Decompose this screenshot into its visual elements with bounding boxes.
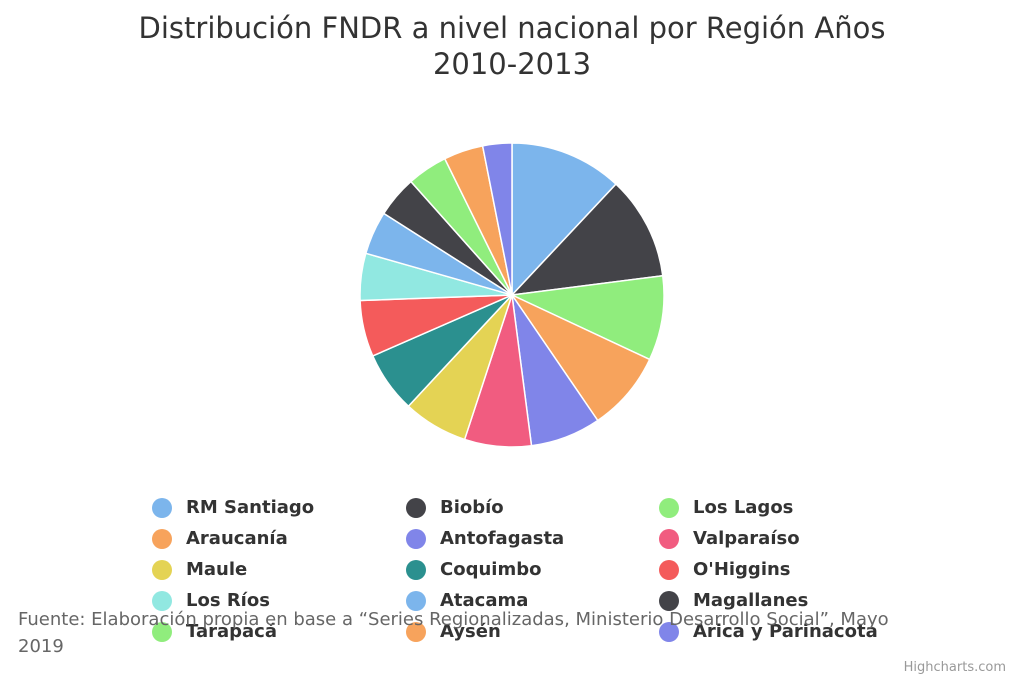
legend-symbol <box>152 621 172 642</box>
legend-symbol <box>152 528 172 549</box>
legend-symbol <box>152 559 172 580</box>
legend-symbol <box>659 497 679 518</box>
pie-slice-biobio[interactable] <box>511 183 664 296</box>
legend-symbol <box>406 497 426 518</box>
legend-label: O'Higgins <box>693 559 791 580</box>
legend-label: Magallanes <box>693 590 809 611</box>
pie-slice-los-lagos[interactable] <box>511 274 665 361</box>
legend-label: Aysén <box>440 621 501 642</box>
legend-item-rm-santiago[interactable]: RM Santiago <box>152 497 314 518</box>
legend-item-atacama[interactable]: Atacama <box>406 590 528 611</box>
legend-symbol <box>659 528 679 549</box>
legend-label: Valparaíso <box>693 528 800 549</box>
legend-symbol <box>659 621 679 642</box>
legend-label: Araucanía <box>186 528 288 549</box>
legend-symbol <box>406 621 426 642</box>
legend-label: Los Lagos <box>693 497 794 518</box>
legend-item-antofagasta[interactable]: Antofagasta <box>406 528 564 549</box>
legend-item-tarapaca[interactable]: Tarapacá <box>152 621 277 642</box>
legend-symbol <box>406 590 426 611</box>
pie-slice-rm-santiago[interactable] <box>511 142 617 296</box>
legend-item-arica-y-parinacota[interactable]: Arica y Parinacota <box>659 621 878 642</box>
legend-label: RM Santiago <box>186 497 315 518</box>
legend-item-o-higgins[interactable]: O'Higgins <box>659 559 791 580</box>
legend-item-los-rios[interactable]: Los Ríos <box>152 590 270 611</box>
legend-item-valparaiso[interactable]: Valparaíso <box>659 528 800 549</box>
legend-item-aysen[interactable]: Aysén <box>406 621 501 642</box>
legend-label: Arica y Parinacota <box>693 621 878 642</box>
legend-symbol <box>659 559 679 580</box>
legend-item-biobio[interactable]: Biobío <box>406 497 504 518</box>
legend-item-maule[interactable]: Maule <box>152 559 247 580</box>
legend-item-araucania[interactable]: Araucanía <box>152 528 288 549</box>
legend-label: Biobío <box>440 497 504 518</box>
legend-label: Antofagasta <box>440 528 565 549</box>
legend-item-coquimbo[interactable]: Coquimbo <box>406 559 541 580</box>
legend-symbol <box>659 590 679 611</box>
legend-label: Tarapacá <box>186 621 277 642</box>
legend-item-magallanes[interactable]: Magallanes <box>659 590 808 611</box>
legend-item-los-lagos[interactable]: Los Lagos <box>659 497 793 518</box>
legend-symbol <box>152 590 172 611</box>
legend-label: Coquimbo <box>440 559 542 580</box>
chart-title: Distribución FNDR a nivel nacional por R… <box>138 11 886 81</box>
credits-link[interactable]: Highcharts.com <box>903 660 1006 675</box>
legend-symbol <box>406 559 426 580</box>
chart-caption: Fuente: Elaboración propia en base a “Se… <box>18 609 889 657</box>
legend-label: Maule <box>186 559 248 580</box>
legend-symbol <box>406 528 426 549</box>
pie-slice-arica-y-parinacota[interactable] <box>481 142 513 296</box>
legend-label: Los Ríos <box>186 590 270 611</box>
legend-label: Atacama <box>440 590 529 611</box>
legend-symbol <box>152 497 172 518</box>
